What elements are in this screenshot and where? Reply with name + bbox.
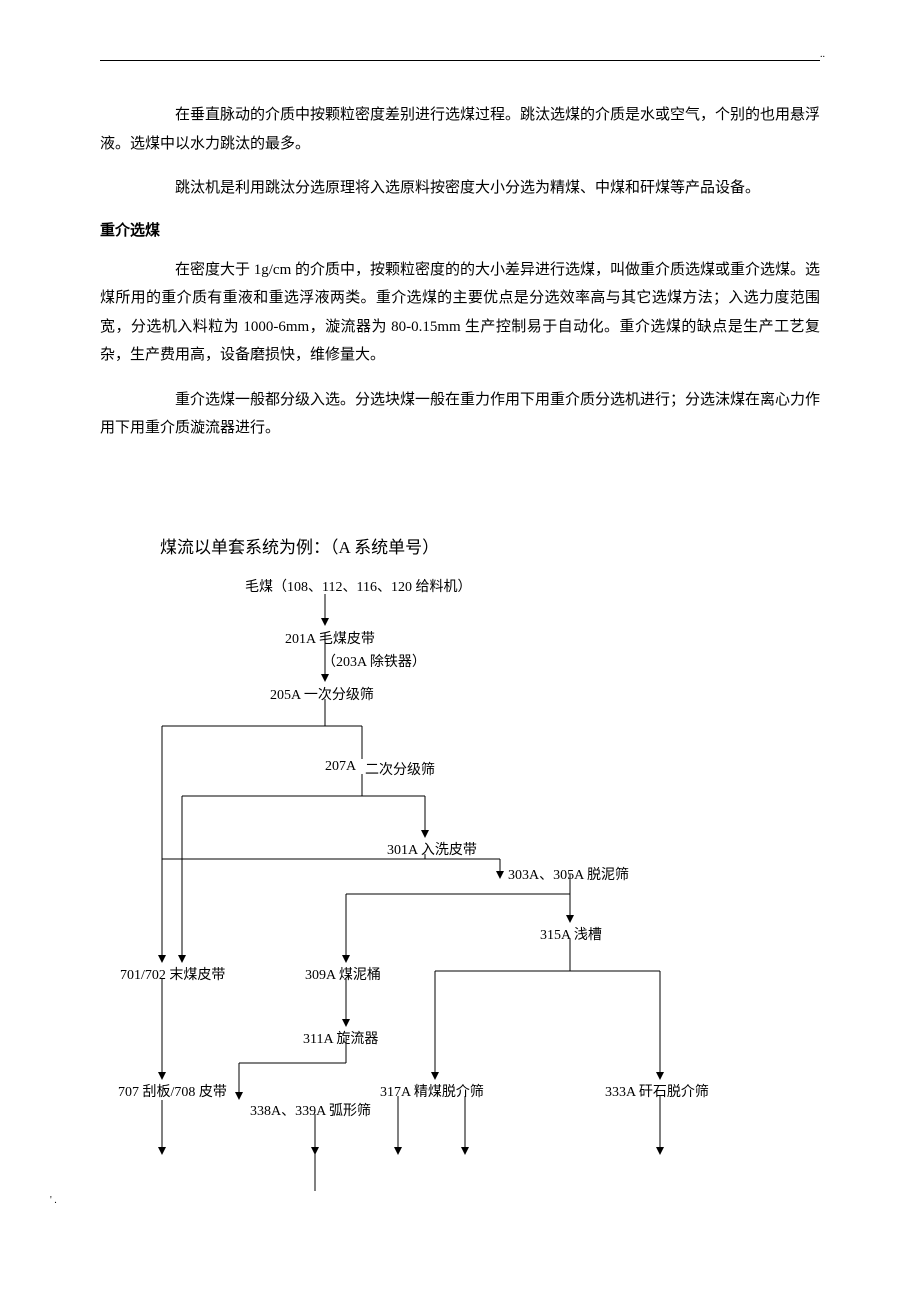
- arrow-down-icon: [311, 1147, 319, 1155]
- arrow-down-icon: [656, 1072, 664, 1080]
- flow-node-n6: 701/702 末煤皮带: [120, 964, 225, 984]
- paragraph-2: 跳汰机是利用跳汰分选原理将入选原料按密度大小分选为精煤、中煤和矸煤等产品设备。: [100, 174, 820, 203]
- paragraph-3: 在密度大于 1g/cm 的介质中，按颗粒密度的的大小差异进行选煤，叫做重介质选煤…: [100, 256, 820, 370]
- flow-node-n2: 205A 一次分级筛: [270, 684, 374, 704]
- arrow-down-icon: [431, 1072, 439, 1080]
- flow-node-n4b: 303A、305A 脱泥筛: [508, 864, 629, 884]
- arrow-down-icon: [656, 1147, 664, 1155]
- flow-node-n0: 毛煤（108、112、116、120 给料机）: [245, 576, 471, 596]
- diagram-section: 煤流以单套系统为例：（A 系统单号） 毛煤（108、112、116、120 给料…: [100, 533, 820, 1196]
- flowchart: 毛煤（108、112、116、120 给料机） 201A 毛煤皮带 （203A 除铁…: [100, 576, 820, 1196]
- arrow-down-icon: [566, 915, 574, 923]
- footer-mark: ' .: [50, 1195, 57, 1206]
- arrow-down-icon: [235, 1092, 243, 1100]
- flowchart-lines: [100, 576, 820, 1196]
- arrow-down-icon: [496, 871, 504, 879]
- flow-node-n12: 333A 矸石脱介筛: [605, 1081, 709, 1101]
- arrow-down-icon: [394, 1147, 402, 1155]
- flow-node-n1: 201A 毛煤皮带: [285, 628, 375, 648]
- flow-node-n7: 309A 煤泥桶: [305, 964, 381, 984]
- arrow-down-icon: [321, 618, 329, 626]
- paragraph-1: 在垂直脉动的介质中按颗粒密度差别进行选煤过程。跳汰选煤的介质是水或空气，个别的也…: [100, 101, 820, 158]
- flow-node-n5: 315A 浅槽: [540, 924, 602, 944]
- flow-node-n11: 317A 精煤脱介筛: [380, 1081, 484, 1101]
- arrow-down-icon: [321, 674, 329, 682]
- arrow-down-icon: [158, 1147, 166, 1155]
- arrow-down-icon: [461, 1147, 469, 1155]
- flow-node-n9: 707 刮板/708 皮带: [118, 1081, 227, 1101]
- section-heading-1: 重介选煤: [100, 219, 820, 240]
- arrow-down-icon: [342, 955, 350, 963]
- arrow-down-icon: [178, 955, 186, 963]
- flow-node-n3: 207A: [325, 759, 356, 775]
- header-rule: [100, 60, 820, 61]
- flow-node-n4: 301A 入洗皮带: [387, 839, 477, 859]
- paragraph-4: 重介选煤一般都分级入选。分选块煤一般在重力作用下用重介质分选机进行；分选沫煤在离…: [100, 386, 820, 443]
- flow-node-n1b: （203A 除铁器）: [322, 651, 426, 671]
- flow-node-n8: 311A 旋流器: [303, 1028, 378, 1048]
- arrow-down-icon: [342, 1019, 350, 1027]
- arrow-down-icon: [158, 1072, 166, 1080]
- arrow-down-icon: [421, 830, 429, 838]
- flow-node-n10: 338A、339A 弧形筛: [250, 1100, 371, 1120]
- flow-node-n3b: 二次分级筛: [365, 759, 435, 779]
- diagram-title: 煤流以单套系统为例：（A 系统单号）: [160, 533, 820, 558]
- arrow-down-icon: [158, 955, 166, 963]
